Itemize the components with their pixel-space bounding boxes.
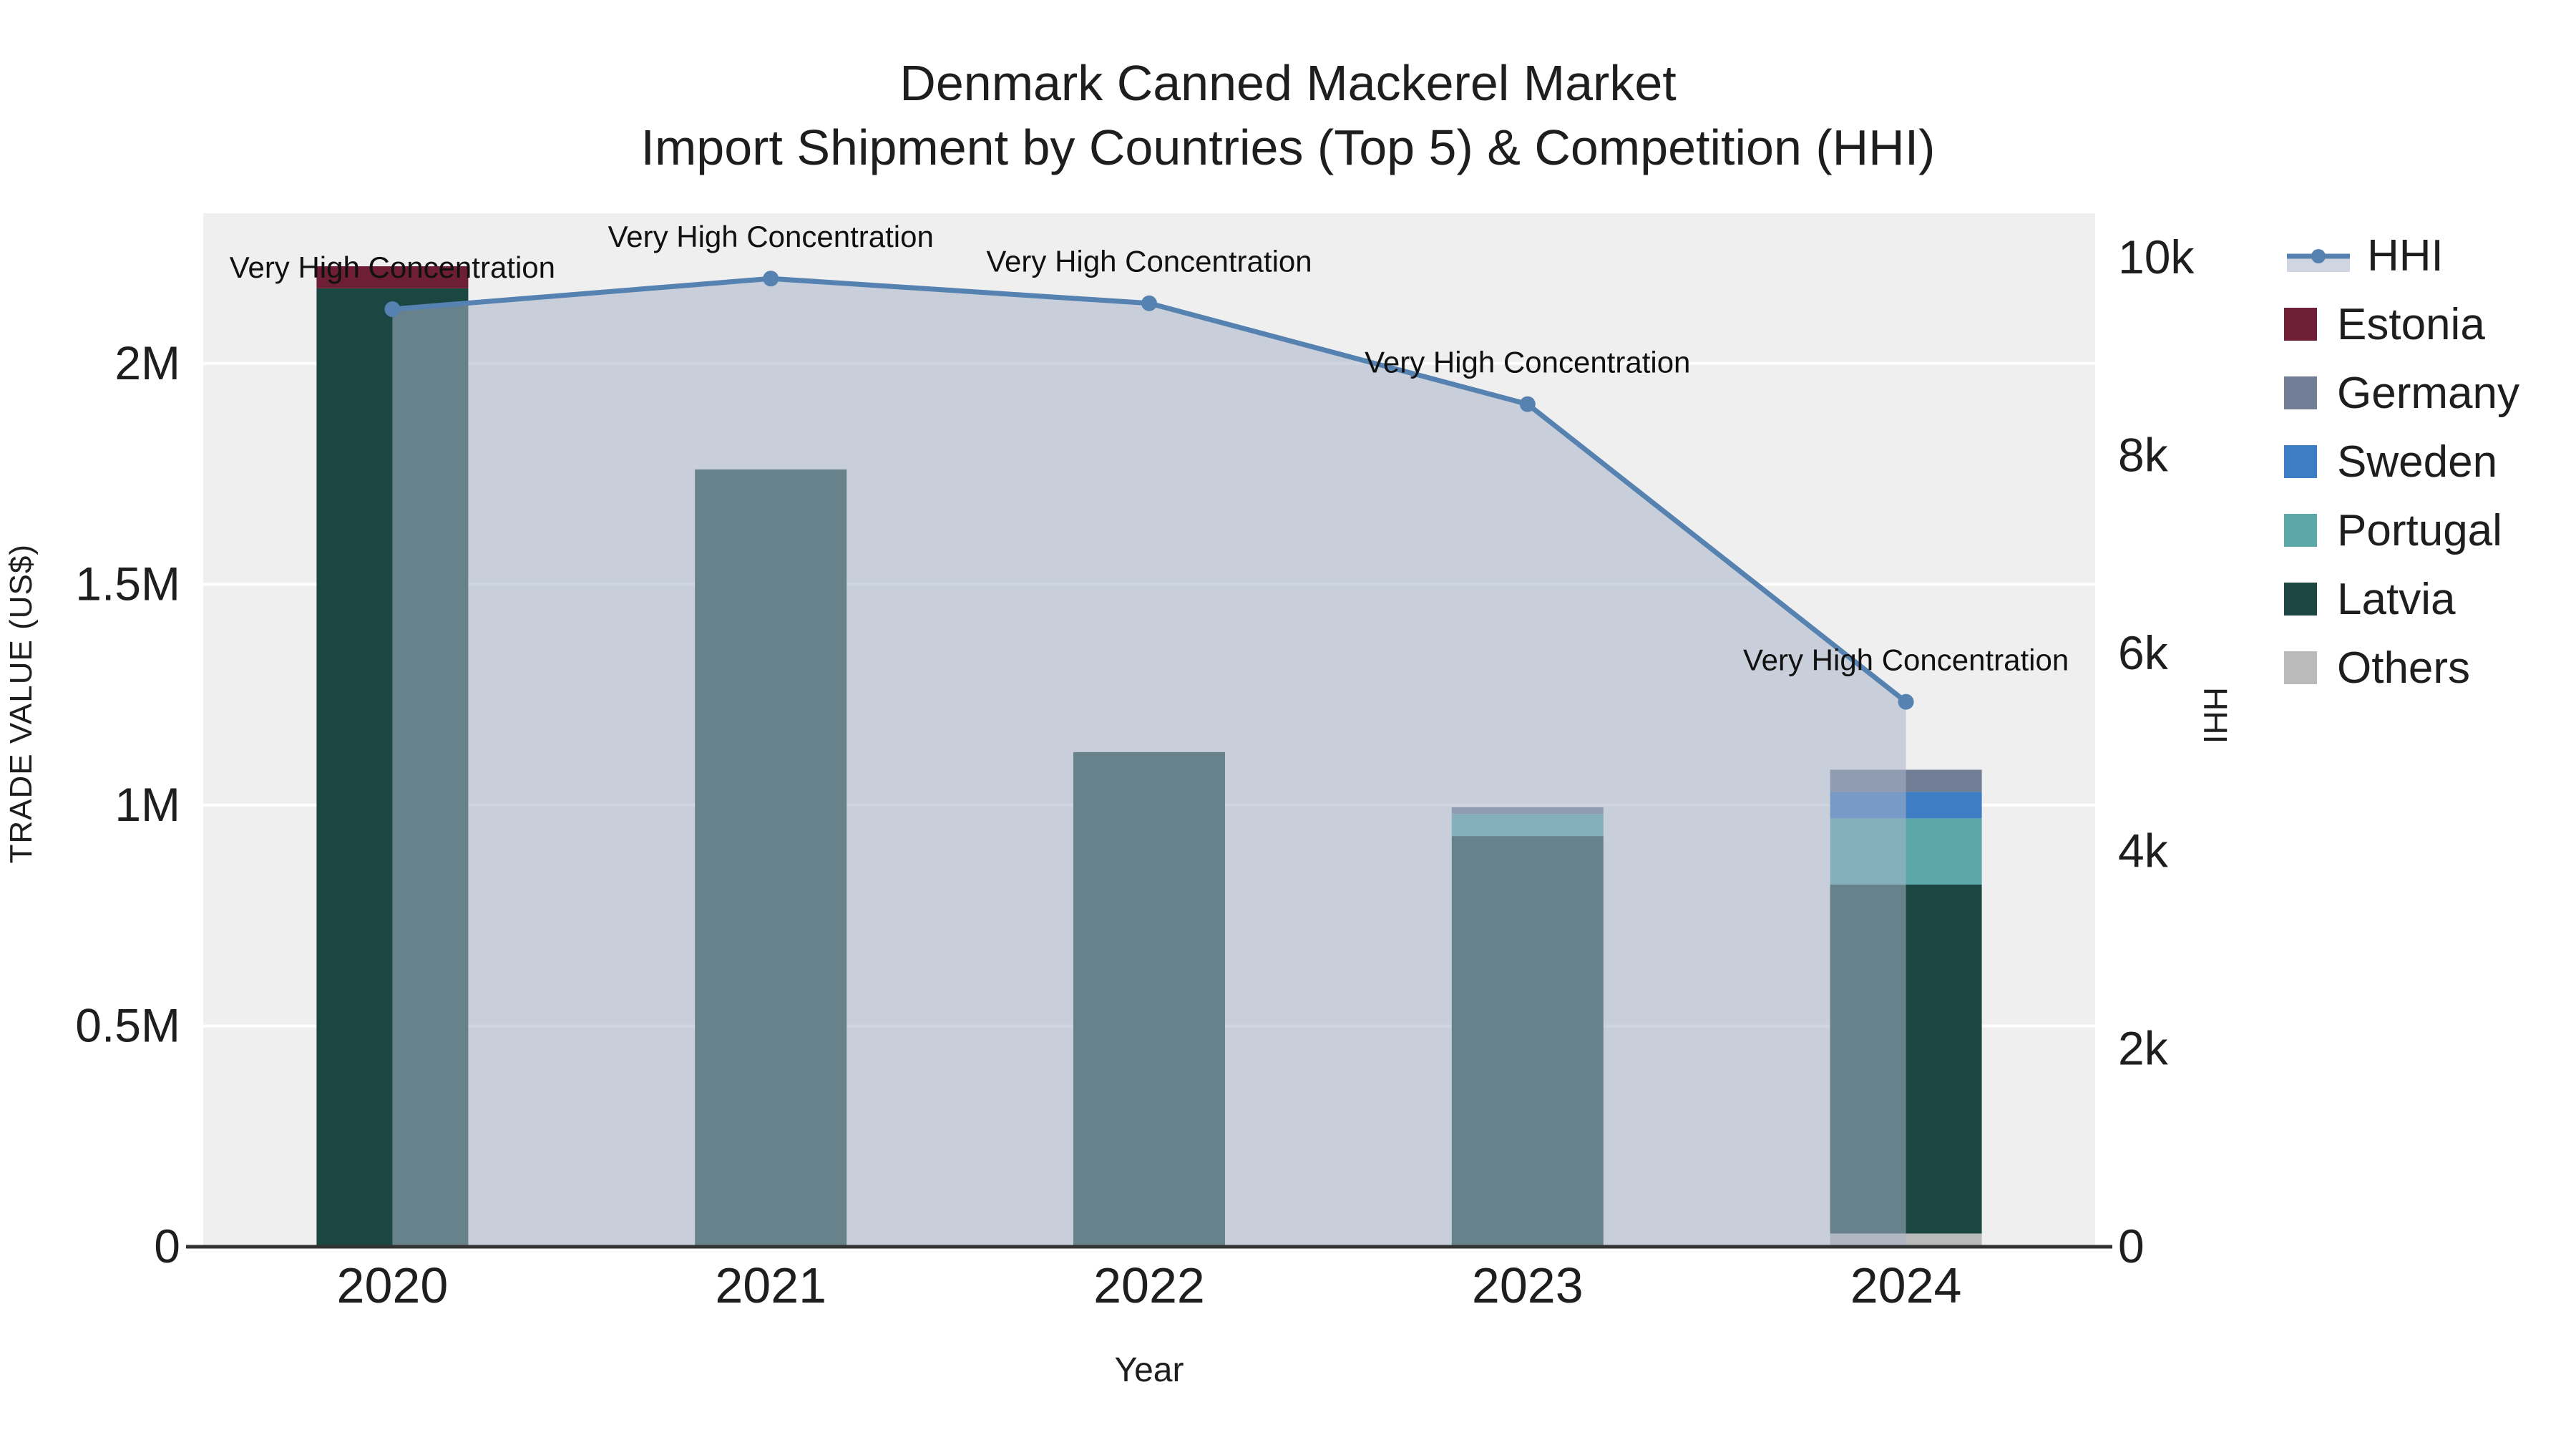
hhi-marker-2023[interactable] — [1519, 396, 1536, 412]
hhi-marker-2022[interactable] — [1141, 295, 1157, 311]
x-tick-2021: 2021 — [715, 1257, 826, 1313]
legend-item-portugal[interactable]: Portugal — [2284, 504, 2519, 557]
legend-item-hhi[interactable]: HHI — [2284, 229, 2519, 282]
annotation-2023: Very High Concentration — [1365, 346, 1690, 379]
x-axis-title: Year — [1114, 1351, 1184, 1390]
legend-swatch-sweden — [2284, 445, 2317, 478]
left-axis-title: TRADE VALUE (US$) — [3, 544, 39, 864]
x-tick-2022: 2022 — [1093, 1257, 1205, 1313]
left-tick-2M: 2M — [114, 336, 180, 389]
chart-title: Denmark Canned Mackerel Market Import Sh… — [0, 52, 2576, 180]
x-tick-2024: 2024 — [1850, 1257, 1962, 1313]
x-tick-2020: 2020 — [337, 1257, 449, 1313]
legend-swatch-estonia — [2284, 308, 2317, 341]
right-tick-8k: 8k — [2118, 429, 2169, 482]
legend-item-germany[interactable]: Germany — [2284, 366, 2519, 419]
bar-segment-estonia-2020[interactable] — [316, 266, 469, 288]
left-tick-0.5M: 0.5M — [75, 998, 180, 1051]
right-tick-0: 0 — [2118, 1220, 2145, 1273]
legend-swatch-germany — [2284, 376, 2317, 409]
right-tick-2k: 2k — [2118, 1022, 2169, 1075]
legend: HHI Estonia Germany Sweden Portugal Latvia Oth… — [2284, 229, 2519, 694]
hhi-marker-2020[interactable] — [384, 301, 401, 318]
left-tick-0: 0 — [154, 1220, 180, 1273]
annotation-2021: Very High Concentration — [608, 220, 934, 253]
legend-label-portugal: Portugal — [2337, 505, 2502, 555]
annotation-2022: Very High Concentration — [986, 245, 1312, 278]
legend-label-estonia: Estonia — [2337, 298, 2485, 349]
legend-item-latvia[interactable]: Latvia — [2284, 573, 2519, 626]
legend-label-hhi: HHI — [2367, 230, 2444, 280]
annotation-2020: Very High Concentration — [230, 250, 555, 284]
legend-item-others[interactable]: Others — [2284, 641, 2519, 694]
hhi-marker-2024[interactable] — [1898, 694, 1914, 710]
legend-label-latvia: Latvia — [2337, 573, 2456, 623]
left-tick-1M: 1M — [114, 778, 180, 831]
legend-item-estonia[interactable]: Estonia — [2284, 298, 2519, 351]
left-tick-1.5M: 1.5M — [75, 557, 180, 610]
right-tick-6k: 6k — [2118, 626, 2169, 679]
legend-label-sweden: Sweden — [2337, 436, 2498, 486]
legend-swatch-latvia — [2284, 583, 2317, 615]
right-axis-title: HHI — [2197, 687, 2234, 744]
legend-swatch-others — [2284, 651, 2317, 684]
legend-label-others: Others — [2337, 642, 2471, 692]
hhi-legend-glyph — [2287, 248, 2350, 271]
x-tick-2023: 2023 — [1472, 1257, 1584, 1313]
hhi-marker-2021[interactable] — [763, 271, 779, 287]
right-tick-10k: 10k — [2118, 230, 2195, 283]
chart-title-line2: Import Shipment by Countries (Top 5) & C… — [640, 120, 1936, 176]
hhi-area — [392, 278, 1906, 1247]
legend-item-sweden[interactable]: Sweden — [2284, 435, 2519, 488]
legend-label-germany: Germany — [2337, 367, 2519, 417]
right-tick-4k: 4k — [2118, 824, 2169, 877]
legend-swatch-portugal — [2284, 514, 2317, 547]
annotation-2024: Very High Concentration — [1743, 643, 2069, 677]
chart-title-line1: Denmark Canned Mackerel Market — [899, 56, 1677, 112]
